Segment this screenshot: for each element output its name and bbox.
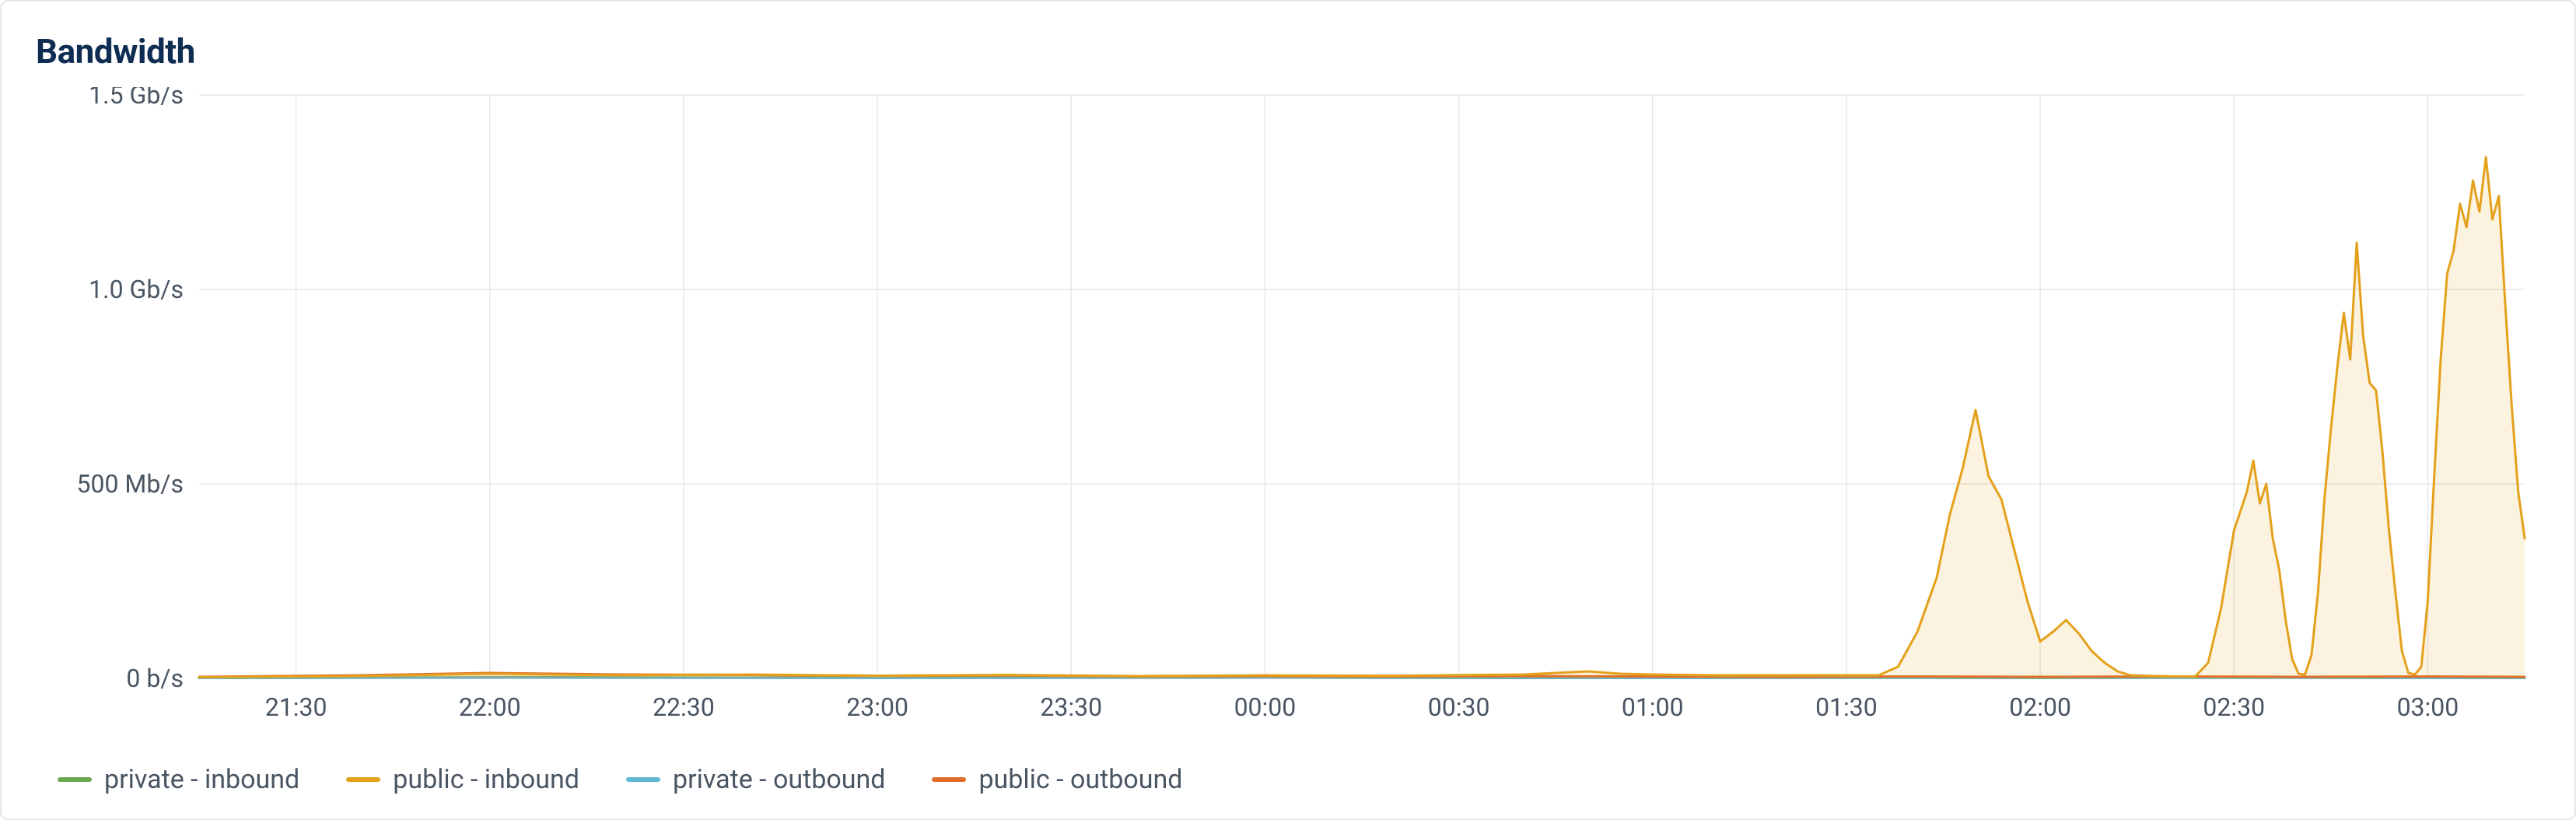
bandwidth-chart: 0 b/s 500 Mb/s 1.0 Gb/s 1.5 Gb/s 21:30 22:00 2…	[36, 87, 2540, 733]
x-tick-label: 23:30	[1040, 692, 1102, 722]
x-tick-label: 00:30	[1428, 692, 1490, 722]
legend-swatch	[58, 777, 92, 782]
x-tick-label: 01:30	[1815, 692, 1878, 722]
x-tick-label: 23:00	[846, 692, 908, 722]
legend-item[interactable]: public - outbound	[932, 764, 1182, 795]
x-tick-label: 21:30	[265, 692, 327, 722]
x-tick-label: 22:30	[653, 692, 715, 722]
legend-item[interactable]: private - inbound	[58, 764, 299, 795]
chart-container: 0 b/s 500 Mb/s 1.0 Gb/s 1.5 Gb/s 21:30 22:00 2…	[36, 87, 2540, 745]
legend-item[interactable]: public - inbound	[346, 764, 579, 795]
legend-label: private - outbound	[673, 764, 885, 795]
y-tick-label: 1.5 Gb/s	[89, 87, 184, 110]
legend-label: public - outbound	[978, 764, 1182, 795]
x-tick-label: 02:00	[2009, 692, 2071, 722]
legend-label: private - inbound	[104, 764, 299, 795]
bandwidth-panel: Bandwidth 0 b/s 500 Mb/s 1.0 Gb/s 1.5 Gb/s 2…	[0, 0, 2576, 820]
legend-label: public - inbound	[393, 764, 579, 795]
legend-item[interactable]: private - outbound	[626, 764, 885, 795]
chart-legend: private - inbound public - inbound private…	[36, 745, 2540, 795]
series-line	[199, 157, 2525, 678]
x-tick-label: 00:00	[1234, 692, 1297, 722]
x-tick-label: 02:30	[2203, 692, 2265, 722]
legend-swatch	[932, 777, 966, 782]
x-tick-label: 22:00	[459, 692, 521, 722]
panel-title: Bandwidth	[36, 31, 2540, 72]
series-fill	[199, 157, 2525, 678]
y-tick-label: 1.0 Gb/s	[89, 275, 184, 304]
x-tick-label: 01:00	[1622, 692, 1684, 722]
legend-swatch	[626, 777, 660, 782]
legend-swatch	[346, 777, 380, 782]
y-tick-label: 500 Mb/s	[76, 469, 184, 499]
y-tick-label: 0 b/s	[126, 664, 184, 693]
x-tick-label: 03:00	[2397, 692, 2459, 722]
